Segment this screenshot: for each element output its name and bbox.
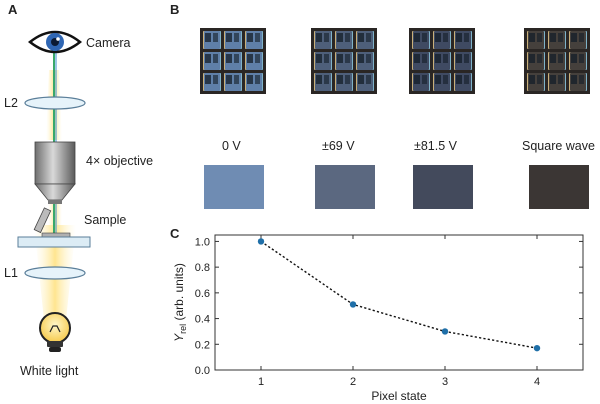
micrograph-pixel <box>224 52 242 70</box>
relative-luminance-chart: 0.0 0.2 0.4 0.6 0.8 1.0 1 2 3 4 Pixel state Yrel (a… <box>172 234 584 403</box>
micrograph-pixel <box>335 31 353 49</box>
micrograph-pixel <box>335 73 353 91</box>
y-tick-label: 0.8 <box>195 262 210 274</box>
label-objective: 4× objective <box>86 154 154 168</box>
micrograph-pixel <box>527 31 545 49</box>
label-sample: Sample <box>84 213 127 227</box>
color-swatch-1 <box>204 165 264 209</box>
color-swatch-3 <box>413 165 473 209</box>
micrograph-pixel <box>548 52 566 70</box>
y-tick-label: 1.0 <box>195 236 210 248</box>
x-tick-label: 3 <box>442 376 448 388</box>
micrograph-pixel <box>412 31 430 49</box>
data-point-3 <box>441 328 449 335</box>
micrograph-pixel <box>245 73 263 91</box>
y-tick-label: 0.4 <box>195 314 210 326</box>
label-white-light: White light <box>20 364 79 378</box>
y-tick-label: 0.0 <box>195 365 210 377</box>
state-label-2: ±69 V <box>322 139 355 153</box>
micrograph-pixel <box>548 31 566 49</box>
label-camera: Camera <box>86 36 131 50</box>
micrograph-state-3 <box>409 28 475 94</box>
lens-l2 <box>24 96 86 110</box>
micrograph-pixel <box>433 52 451 70</box>
micrograph-pixel <box>203 73 221 91</box>
micrograph-pixel <box>454 73 472 91</box>
micrograph-pixel <box>569 31 587 49</box>
color-swatch-4 <box>529 165 589 209</box>
x-tick-label: 1 <box>258 376 264 388</box>
color-swatch-2 <box>315 165 375 209</box>
label-l2: L2 <box>4 96 18 110</box>
micrograph-pixel <box>433 31 451 49</box>
panel-label-a: A <box>8 2 18 17</box>
data-point-1 <box>257 238 265 245</box>
label-l1: L1 <box>4 266 18 280</box>
sample-icon <box>17 207 91 248</box>
micrograph-pixel <box>314 31 332 49</box>
panel-label-c: C <box>170 226 180 241</box>
plot-frame <box>214 234 584 371</box>
objective-icon <box>34 141 76 204</box>
micrograph-pixel <box>412 73 430 91</box>
panel-label-b: B <box>170 2 180 17</box>
y-axis-label: Yrel (arb. units) <box>172 263 188 342</box>
micrograph-pixel <box>314 52 332 70</box>
micrograph-state-2 <box>311 28 377 94</box>
micrograph-pixel <box>245 52 263 70</box>
micrograph-pixel <box>245 31 263 49</box>
micrograph-pixel <box>203 31 221 49</box>
lens-l1 <box>24 266 86 280</box>
light-bulb-icon <box>39 312 71 352</box>
micrograph-pixel <box>335 52 353 70</box>
x-axis-label: Pixel state <box>371 389 427 403</box>
micrograph-pixel <box>203 52 221 70</box>
x-tick-label: 4 <box>534 376 540 388</box>
y-tick-label: 0.6 <box>195 288 210 300</box>
micrograph-pixel <box>224 31 242 49</box>
micrograph-pixel <box>356 31 374 49</box>
series-line <box>260 240 538 349</box>
state-label-1: 0 V <box>222 139 241 153</box>
micrograph-pixel <box>454 52 472 70</box>
micrograph-state-1 <box>200 28 266 94</box>
state-label-3: ±81.5 V <box>414 139 457 153</box>
optical-setup-diagram <box>17 30 91 352</box>
micrograph-pixel <box>314 73 332 91</box>
micrograph-pixel <box>224 73 242 91</box>
micrograph-pixel <box>412 52 430 70</box>
state-label-4: Square wave <box>522 139 595 153</box>
data-point-2 <box>349 301 357 308</box>
x-tick-label: 2 <box>350 376 356 388</box>
micrograph-pixel <box>527 52 545 70</box>
micrograph-pixel <box>433 73 451 91</box>
micrograph-pixel <box>569 52 587 70</box>
micrograph-pixel <box>454 31 472 49</box>
y-tick-label: 0.2 <box>195 339 210 351</box>
micrograph-pixel <box>527 73 545 91</box>
micrograph-pixel <box>356 52 374 70</box>
eye-icon <box>27 30 83 54</box>
micrograph-pixel <box>356 73 374 91</box>
micrograph-state-4 <box>524 28 590 94</box>
micrograph-pixel <box>548 73 566 91</box>
data-point-4 <box>533 344 541 352</box>
micrograph-pixel <box>569 73 587 91</box>
